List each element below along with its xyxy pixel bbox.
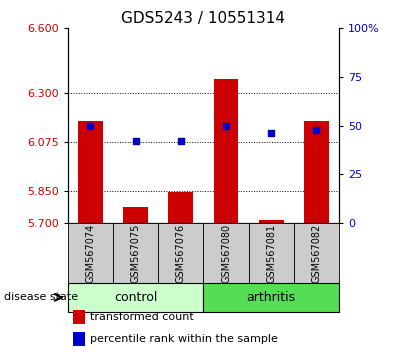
Title: GDS5243 / 10551314: GDS5243 / 10551314 (121, 11, 286, 26)
Bar (294, 223, 339, 283)
Bar (78, 121, 103, 223)
Point (268, 131, 275, 136)
Text: GSM567082: GSM567082 (312, 223, 321, 283)
Bar (304, 121, 329, 223)
Bar (169, 192, 193, 223)
Bar (259, 220, 284, 223)
Bar (203, 283, 339, 312)
Point (313, 127, 320, 132)
Bar (203, 223, 249, 283)
Text: percentile rank within the sample: percentile rank within the sample (90, 334, 278, 344)
Bar (68, 283, 203, 312)
Bar (73, 310, 85, 324)
Bar (123, 207, 148, 223)
Bar (249, 223, 294, 283)
Text: disease state: disease state (4, 292, 78, 302)
Point (87, 123, 94, 129)
Text: control: control (114, 291, 157, 304)
Point (223, 123, 229, 129)
Bar (113, 223, 158, 283)
Text: GSM567074: GSM567074 (85, 223, 95, 283)
Text: transformed count: transformed count (90, 312, 194, 322)
Text: GSM567080: GSM567080 (221, 223, 231, 283)
Bar (214, 79, 238, 223)
Text: GSM567081: GSM567081 (266, 223, 276, 283)
Point (132, 138, 139, 144)
Text: GSM567076: GSM567076 (176, 223, 186, 283)
Bar (158, 223, 203, 283)
Text: GSM567075: GSM567075 (131, 223, 141, 283)
Bar (73, 332, 85, 346)
Text: arthritis: arthritis (247, 291, 296, 304)
Point (178, 138, 184, 144)
Bar (68, 223, 113, 283)
